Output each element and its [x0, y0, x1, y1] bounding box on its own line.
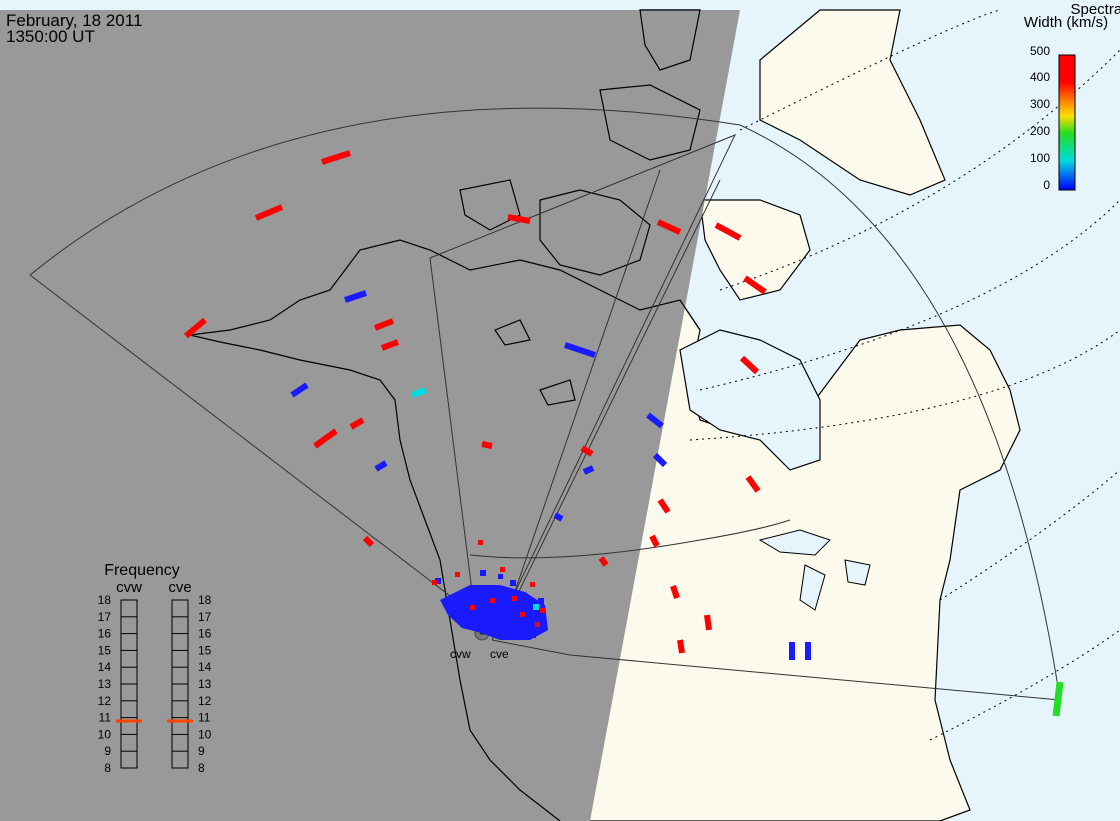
frequency-scale-label-left: 15 [98, 643, 112, 657]
near-range-red-echoes [432, 540, 545, 627]
radar-label-cve: cve [490, 647, 509, 661]
frequency-scale-label-right: 17 [198, 610, 212, 624]
frequency-scale-label-right: 18 [198, 593, 212, 607]
frequency-scale-label-right: 9 [198, 744, 205, 758]
frequency-scale-label-left: 17 [98, 610, 112, 624]
colorbar-tick-300: 300 [1030, 97, 1050, 111]
near-range-cyan-echoes [533, 604, 539, 610]
great-lakes [758, 529, 871, 611]
frequency-scale-label-left: 11 [99, 711, 112, 725]
frequency-scale-label-left: 14 [98, 660, 112, 674]
hudson-bay [679, 329, 821, 471]
colorbar-tick-100: 100 [1030, 151, 1050, 165]
night-side [0, 10, 740, 821]
frequency-title: Frequency [104, 562, 180, 579]
radar-fov [29, 107, 1061, 701]
date-label: February, 18 2011 [6, 11, 142, 30]
colorbar-tick-400: 400 [1030, 70, 1050, 84]
frequency-scale-label-left: 16 [98, 627, 112, 641]
echo-segments [184, 150, 1064, 717]
frequency-scale-label-right: 8 [198, 761, 205, 775]
time-label: 1350:00 UT [6, 27, 95, 46]
frequency-scale-label-left: 18 [98, 593, 112, 607]
colorbar-title-line2: Width (km/s) [1024, 14, 1108, 31]
coastlines [189, 9, 701, 821]
colorbar-scale [1058, 54, 1076, 191]
colorbar-tick-200: 200 [1030, 124, 1050, 138]
frequency-scale-label-right: 11 [198, 711, 211, 725]
radar-label-cvw: cvw [450, 647, 471, 661]
frequency-scale-label-right: 15 [198, 643, 212, 657]
colorbar-tick-500: 500 [1030, 44, 1050, 58]
colorbar-title-line1: Spectral [1070, 1, 1120, 18]
frequency-radar-cvw: cvw [116, 579, 142, 596]
colorbar: Spectral Width (km/s) 500 400 300 200 10… [1024, 1, 1120, 192]
frequency-scale-label-left: 10 [98, 727, 112, 741]
frequency-scale-label-right: 16 [198, 627, 212, 641]
frequency-scale-label-right: 12 [198, 694, 212, 708]
frequency-scale-label-left: 13 [98, 677, 112, 691]
near-range-echo-cluster [435, 570, 548, 640]
frequency-scale-label-right: 14 [198, 660, 212, 674]
frequency-scale-label-right: 13 [198, 677, 212, 691]
frequency-scale-label-left: 8 [104, 761, 111, 775]
frequency-scale-label-left: 12 [98, 694, 112, 708]
colorbar-tick-0: 0 [1043, 178, 1050, 192]
frequency-panel: Frequency cvw cve 18 18 17 17 16 16 15 15 14 14 13… [98, 562, 212, 775]
frequency-scale-label-left: 9 [104, 744, 111, 758]
frequency-scale-label-right: 10 [198, 727, 212, 741]
frequency-radar-cve: cve [168, 579, 191, 596]
